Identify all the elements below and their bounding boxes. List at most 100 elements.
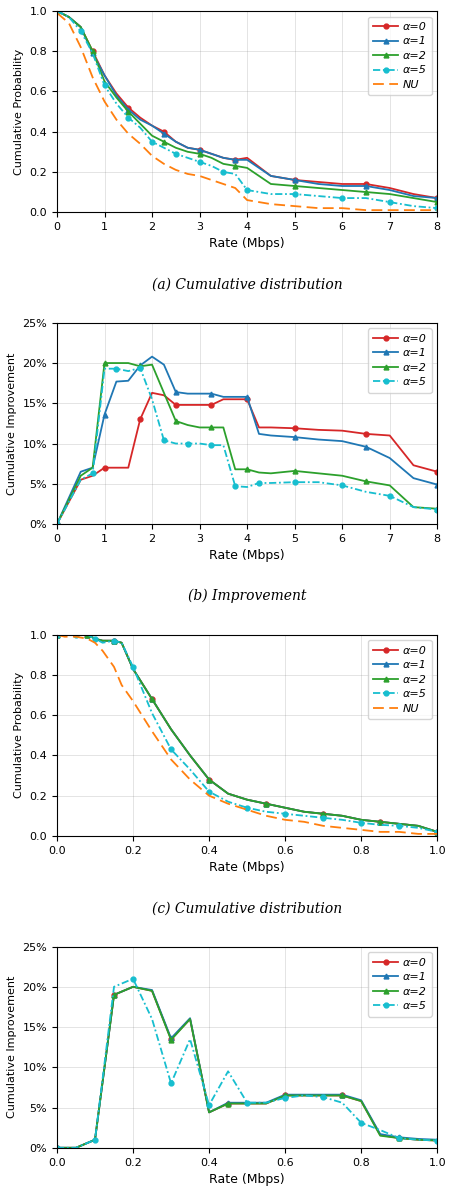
α=0 [114,86,119,100]
α=0 [434,464,440,478]
NU [377,824,383,839]
α=5 [90,47,95,61]
α=0 [173,397,178,412]
Y-axis label: Cumulative Improvement: Cumulative Improvement [7,976,17,1118]
α=0 [358,1094,364,1108]
α=1 [102,408,107,422]
Line: NU: NU [57,13,437,210]
NU [282,812,288,827]
α=5 [411,199,416,214]
α=2 [320,806,326,821]
NU [54,6,60,20]
α=0 [415,1132,421,1146]
α=0 [282,801,288,815]
α=0 [130,979,136,994]
α=2 [54,4,60,18]
α=5 [114,361,119,376]
NU [209,173,214,187]
α=5 [358,816,364,830]
α=5 [73,628,79,642]
α=1 [387,183,392,197]
α=1 [149,350,155,364]
α=1 [339,434,345,449]
α=2 [339,183,345,197]
NU [387,203,392,217]
NU [185,167,190,181]
α=5 [173,437,178,451]
X-axis label: Rate (Mbps): Rate (Mbps) [209,861,285,874]
α=2 [415,1132,421,1146]
α=2 [387,478,392,493]
α=1 [320,1088,326,1102]
α=1 [282,801,288,815]
α=5 [54,1141,60,1155]
α=0 [73,1141,79,1155]
α=0 [66,10,72,24]
α=5 [244,480,250,494]
Line: α=1: α=1 [54,984,440,1150]
α=0 [207,772,212,786]
α=2 [149,129,155,143]
α=0 [102,68,107,82]
α=1 [185,141,190,155]
α=2 [62,628,67,642]
α=0 [161,388,167,402]
α=0 [169,1032,174,1046]
α=0 [256,420,262,434]
α=5 [226,1064,231,1078]
α=2 [387,187,392,202]
α=0 [377,1127,383,1142]
α=0 [137,111,143,125]
α=1 [90,47,95,61]
NU [119,678,124,692]
α=1 [292,173,297,187]
α=1 [149,983,155,997]
α=2 [54,517,60,531]
Line: α=2: α=2 [54,632,440,834]
α=2 [221,156,226,171]
α=5 [387,194,392,209]
α=0 [207,1105,212,1119]
α=2 [161,385,167,400]
α=2 [185,144,190,159]
NU [169,753,174,767]
α=0 [149,692,155,706]
α=0 [111,633,117,648]
α=2 [149,692,155,706]
α=0 [316,422,321,437]
α=0 [320,806,326,821]
α=1 [244,792,250,806]
α=1 [263,797,269,811]
α=0 [85,628,90,642]
α=5 [396,818,402,833]
NU [207,789,212,803]
α=2 [185,418,190,432]
α=2 [292,464,297,478]
α=1 [125,103,131,117]
Y-axis label: Cumulative Probability: Cumulative Probability [14,672,24,798]
NU [363,203,369,217]
α=0 [363,177,369,191]
NU [263,809,269,823]
NU [125,126,131,141]
α=2 [92,631,98,645]
α=2 [188,1012,193,1026]
α=1 [137,112,143,126]
α=2 [78,469,83,483]
α=1 [363,439,369,453]
α=2 [78,20,83,35]
Line: NU: NU [57,635,437,834]
α=1 [85,628,90,642]
α=1 [339,1088,345,1102]
α=0 [292,173,297,187]
NU [434,827,440,841]
α=2 [411,500,416,514]
α=5 [244,801,250,815]
α=5 [292,475,297,489]
α=0 [263,1096,269,1111]
α=2 [197,420,202,434]
α=1 [62,628,67,642]
α=0 [73,628,79,642]
α=2 [54,1141,60,1155]
α=0 [268,420,274,434]
